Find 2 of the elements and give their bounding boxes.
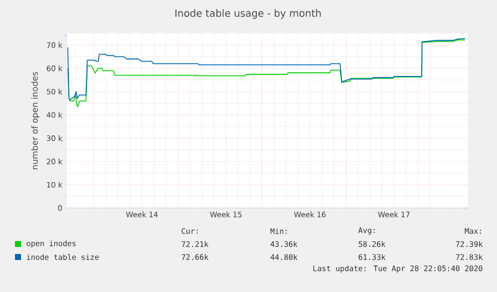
y-axis-title: number of open inodes <box>31 72 40 170</box>
chart-title: Inode table usage - by month <box>175 9 321 19</box>
